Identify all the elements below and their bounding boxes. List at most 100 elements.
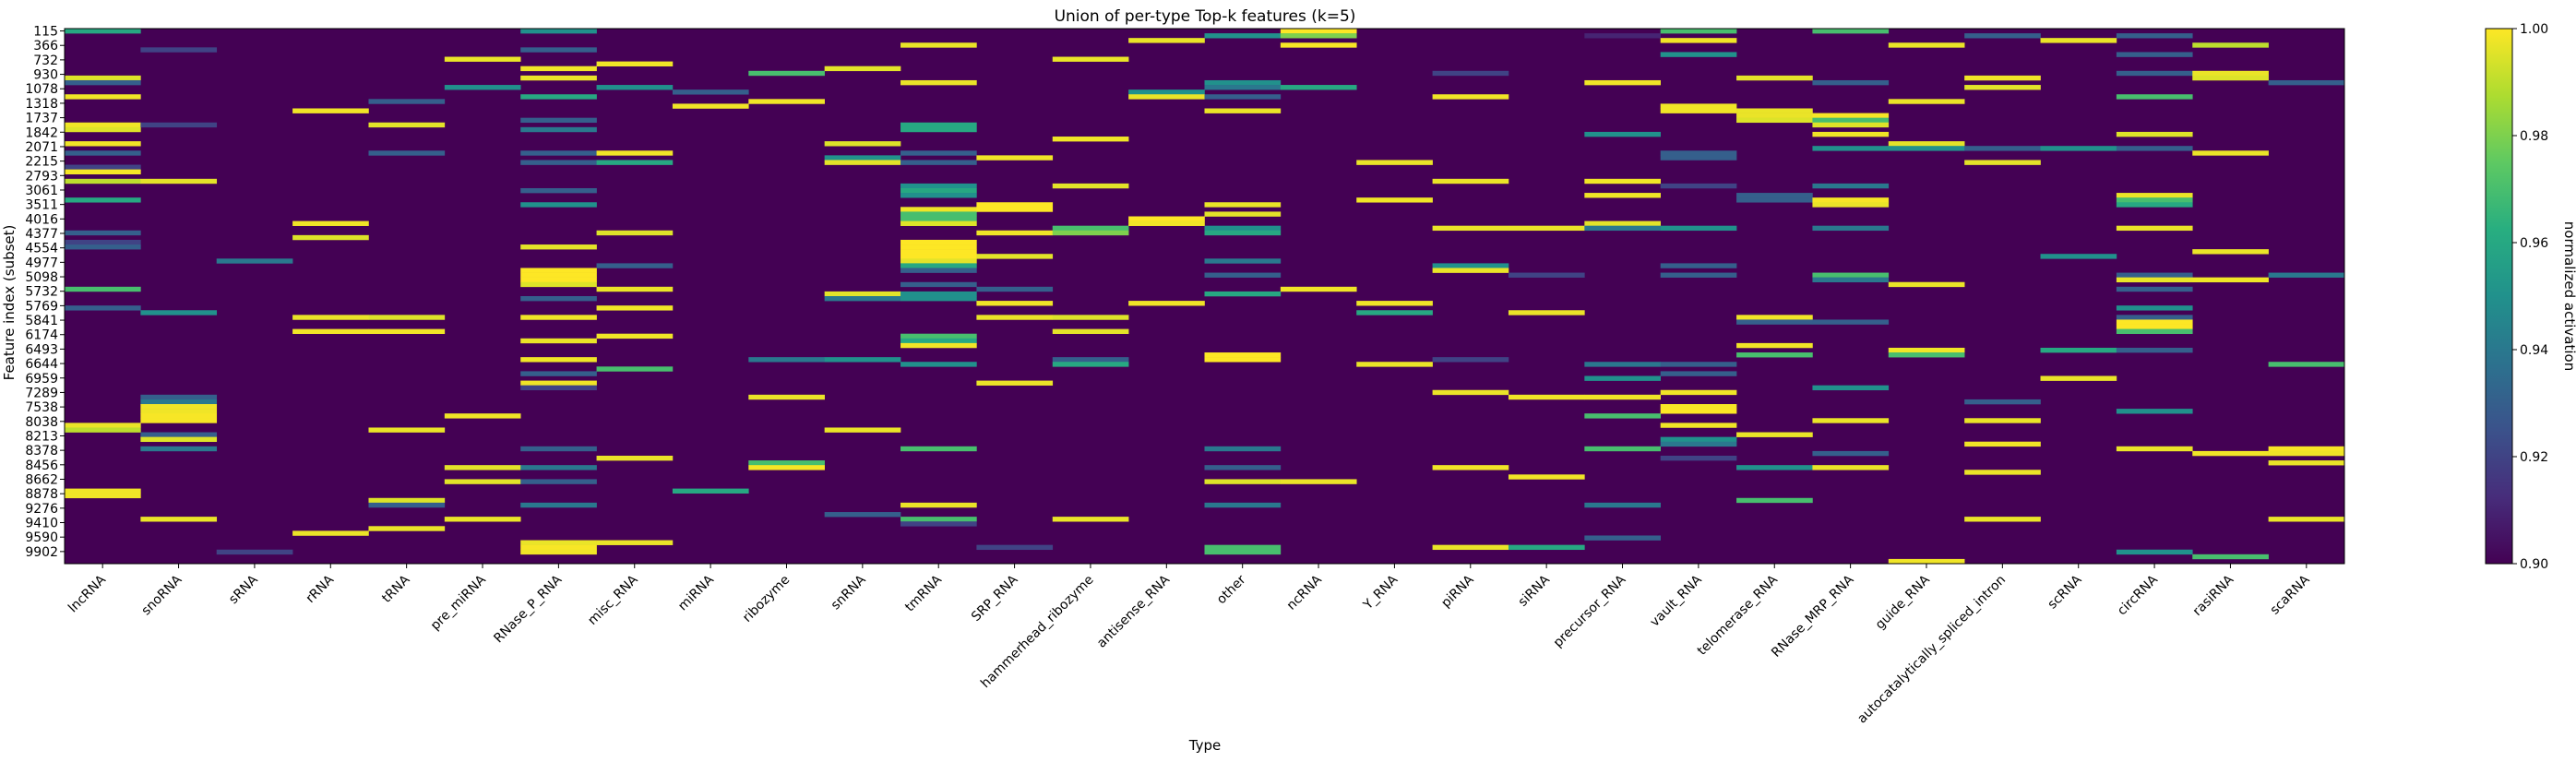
heatmap-cell: [1204, 202, 1282, 208]
heatmap-cell: [1280, 42, 1357, 48]
heatmap-cell: [65, 427, 141, 433]
heatmap-cell: [596, 230, 674, 236]
heatmap-cell: [1204, 357, 1282, 363]
heatmap-cell: [2192, 554, 2269, 560]
heatmap-cell: [520, 272, 597, 278]
plot-frame: [64, 28, 2345, 565]
heatmap-cell: [1204, 502, 1282, 508]
heatmap-cell: [65, 305, 141, 311]
heatmap-cell: [900, 254, 977, 259]
x-tick-label: scaRNA: [2268, 572, 2313, 617]
heatmap-cell: [1204, 225, 1282, 232]
heatmap-cell: [1888, 558, 1965, 565]
heatmap-cell: [1812, 183, 1890, 189]
heatmap-cell: [65, 244, 141, 250]
heatmap-cell: [976, 207, 1054, 212]
heatmap-cell: [520, 281, 597, 288]
heatmap-cell: [1052, 328, 1129, 334]
heatmap-cell: [976, 301, 1054, 306]
heatmap-cell: [1964, 470, 2041, 475]
heatmap-cell: [368, 497, 446, 504]
x-axis: lncRNA snoRNA sRNA rRNA tRNA pre_miRNA RNase_P…: [66, 564, 2313, 726]
heatmap-cell: [748, 394, 825, 400]
heatmap-cell: [1128, 220, 1205, 226]
y-tick-label: 8662: [25, 472, 58, 487]
heatmap-cell: [2192, 70, 2269, 77]
heatmap-cell: [1432, 263, 1509, 268]
heatmap-cell: [748, 460, 825, 466]
heatmap-cell: [1660, 183, 1737, 189]
heatmap-cell: [900, 207, 977, 212]
heatmap-cell: [368, 526, 446, 531]
heatmap-cell: [1432, 225, 1509, 232]
y-tick-label: 366: [33, 39, 58, 54]
y-tick-label: 2071: [25, 140, 58, 155]
heatmap-cell: [65, 197, 141, 203]
heatmap-cell: [2268, 272, 2345, 278]
heatmap-cell: [824, 427, 901, 433]
heatmap-cell: [65, 29, 141, 34]
heatmap-cell: [368, 315, 446, 320]
heatmap-cell: [672, 103, 749, 109]
heatmap-cell: [1052, 357, 1129, 363]
heatmap-cell: [1356, 310, 1433, 316]
heatmap-cell: [216, 549, 293, 555]
heatmap-cell: [2192, 450, 2269, 457]
y-tick-label: 3511: [25, 198, 58, 213]
heatmap-cell: [1204, 544, 1282, 551]
heatmap-cell: [1660, 455, 1737, 461]
heatmap-cell: [1508, 310, 1585, 316]
heatmap-cell: [2116, 347, 2193, 353]
x-tick-label: autocatalytically_spliced_intron: [1854, 573, 2009, 727]
heatmap-cell: [140, 399, 218, 405]
y-tick-label: 9902: [25, 545, 58, 560]
heatmap-cell: [976, 315, 1054, 320]
heatmap-cell: [65, 141, 141, 147]
heatmap-cell: [1204, 479, 1282, 484]
colorbar: 0.90 0.92 0.94 0.96 0.98 1.00: [2485, 22, 2548, 572]
heatmap-cell: [2116, 305, 2193, 311]
heatmap-cell: [1280, 286, 1357, 292]
heatmap-cell: [520, 75, 597, 81]
heatmap-cell: [1052, 315, 1129, 320]
heatmap-cell: [520, 268, 597, 273]
heatmap-cell: [1888, 281, 1965, 288]
heatmap-cell: [1660, 150, 1737, 156]
heatmap-cell: [748, 99, 825, 104]
heatmap-cell: [900, 333, 977, 339]
x-tick-label: lncRNA: [66, 572, 109, 615]
heatmap-cell: [2116, 286, 2193, 292]
heatmap-cell: [900, 502, 977, 508]
heatmap-cell: [596, 305, 674, 311]
heatmap-cell: [976, 286, 1054, 292]
heatmap-cell: [1964, 75, 2041, 81]
y-tick-label: 8213: [25, 429, 58, 444]
y-tick-label: 8378: [25, 444, 58, 458]
heatmap-cell: [1204, 258, 1282, 264]
heatmap-cell: [2192, 75, 2269, 81]
heatmap-cell: [65, 423, 141, 428]
heatmap-cell: [900, 216, 977, 221]
heatmap-cell: [1736, 352, 1813, 358]
heatmap-cell: [65, 230, 141, 236]
heatmap-cell: [1432, 94, 1509, 100]
heatmap-cell: [520, 202, 597, 208]
heatmap-cell: [900, 446, 977, 452]
heatmap-cell: [140, 432, 218, 437]
colorbar-gradient: [2485, 28, 2513, 565]
heatmap-cell: [1736, 465, 1813, 470]
heatmap-cell: [2116, 33, 2193, 39]
heatmap-cell: [1280, 29, 1357, 34]
heatmap-cell: [1432, 465, 1509, 470]
heatmap-cell: [900, 42, 977, 48]
heatmap-cell: [900, 338, 977, 344]
y-tick-label: 5732: [25, 285, 58, 300]
heatmap-cell: [1508, 394, 1585, 400]
y-tick-label: 6959: [25, 372, 58, 387]
heatmap-cell: [140, 404, 218, 410]
heatmap-cell: [2192, 42, 2269, 48]
heatmap-cell: [1812, 202, 1890, 208]
heatmap-cell: [2116, 202, 2193, 208]
heatmap-cell: [1660, 423, 1737, 428]
heatmap-cell: [596, 455, 674, 461]
